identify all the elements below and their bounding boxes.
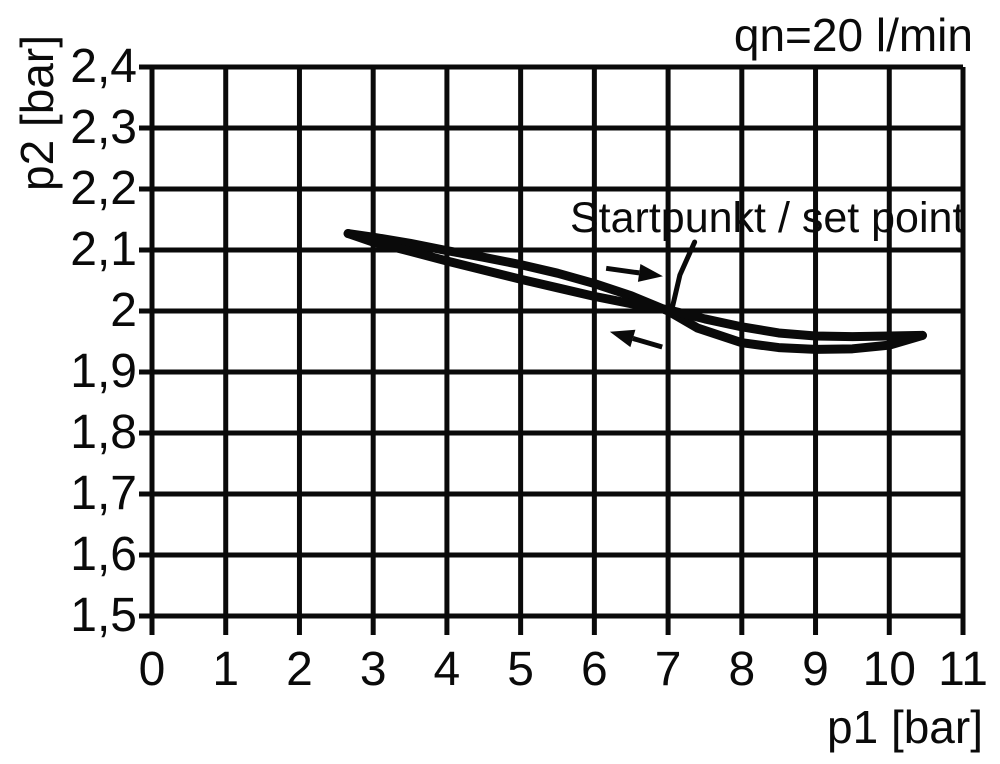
x-tick-label: 1 bbox=[212, 643, 240, 696]
x-tick-label: 9 bbox=[802, 643, 829, 696]
x-axis-title: p1 [bar] bbox=[827, 701, 983, 753]
y-tick-label: 1,5 bbox=[70, 589, 137, 642]
x-tick-label: 4 bbox=[433, 643, 461, 696]
y-tick-label: 2,1 bbox=[70, 223, 137, 276]
y-tick-label: 1,9 bbox=[70, 345, 137, 398]
x-tick-label: 6 bbox=[581, 643, 608, 696]
direction-arrow-shaft-left bbox=[632, 336, 663, 350]
y-tick-label: 2,4 bbox=[70, 40, 137, 93]
direction-arrow-head-left bbox=[609, 329, 636, 348]
direction-arrow-head-right bbox=[637, 263, 663, 282]
set-point-leader-line bbox=[669, 239, 698, 313]
flow-rate-label: qn=20 l/min bbox=[733, 9, 973, 61]
y-tick-label: 1,6 bbox=[70, 528, 137, 581]
x-tick-label: 8 bbox=[728, 643, 756, 696]
x-tick-label: 11 bbox=[938, 643, 988, 696]
y-tick-label: 1,8 bbox=[70, 406, 137, 459]
y-tick-label: 2,3 bbox=[70, 101, 137, 154]
x-tick-label: 2 bbox=[286, 643, 313, 696]
x-tick-label: 7 bbox=[654, 643, 682, 696]
x-tick-label: 3 bbox=[359, 643, 387, 696]
x-tick-label: 0 bbox=[138, 643, 166, 696]
set-point-annotation: Startpunkt / set point bbox=[570, 194, 965, 242]
x-tick-label: 5 bbox=[507, 643, 534, 696]
y-tick-label: 1,7 bbox=[70, 467, 137, 520]
curve-left bbox=[343, 229, 927, 342]
direction-arrow-shaft-right bbox=[605, 265, 640, 276]
curve-right bbox=[343, 229, 927, 354]
y-tick-label: 2,2 bbox=[70, 162, 137, 215]
y-tick-label: 2 bbox=[110, 284, 137, 337]
x-tick-label: 10 bbox=[862, 643, 916, 696]
